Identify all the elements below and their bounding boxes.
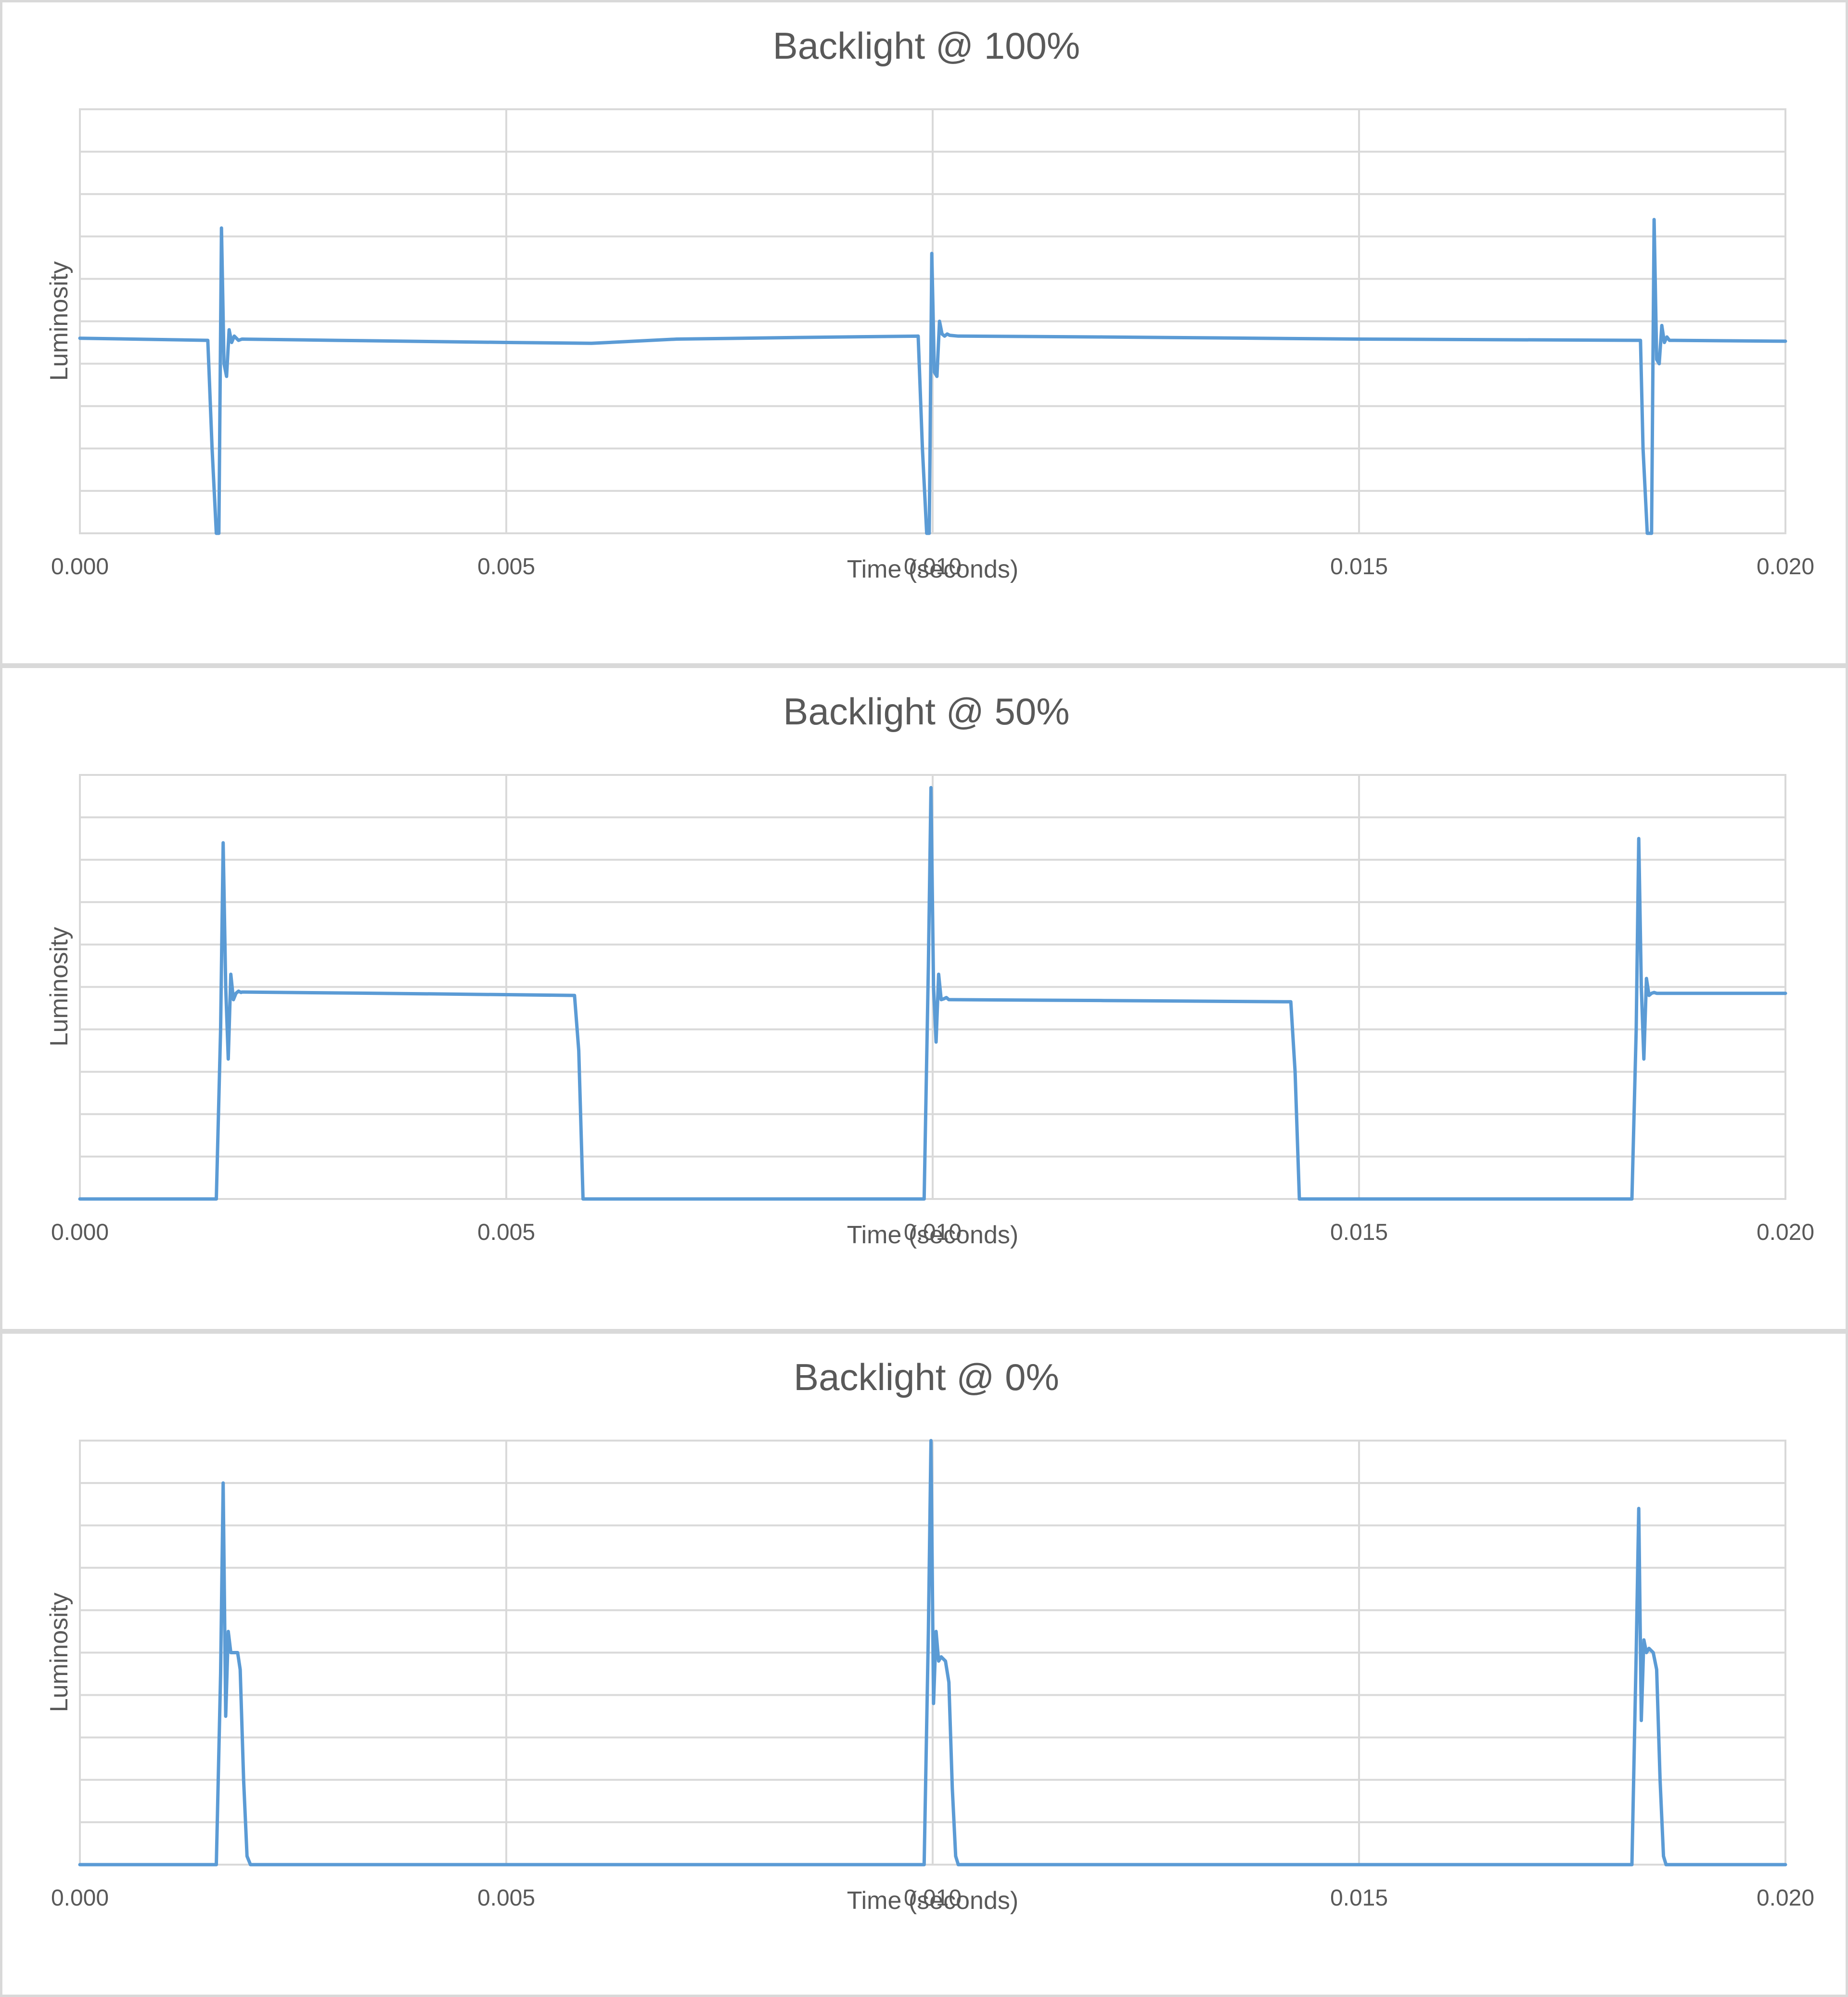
x-tick-label: 0.020 [1757,1220,1814,1245]
chart-svg: 0.000 0.005 0.010 0.015 0.020 Backlight @ 0% T… [45,1356,1814,1915]
y-axis-title: Luminosity [45,1593,73,1713]
chart-title: Backlight @ 50% [783,690,1069,733]
y-axis-title: Luminosity [45,261,73,381]
x-tick-label: 0.010 [904,554,962,580]
x-tick-label: 0.015 [1330,554,1388,580]
x-tick-label: 0.000 [51,1220,109,1245]
x-tick-label: 0.000 [51,554,109,580]
chart-panel: 0.000 0.005 0.010 0.015 0.020 Backlight @ 100… [0,0,1848,666]
x-tick-label: 0.015 [1330,1220,1388,1245]
x-axis-title: Time (seconds) [847,555,1018,583]
chart-title: Backlight @ 100% [773,25,1080,67]
x-axis-title: Time (seconds) [847,1221,1018,1249]
x-tick-label: 0.010 [904,1220,962,1245]
x-tick-label: 0.010 [904,1885,962,1911]
x-tick-label: 0.005 [477,1885,535,1911]
y-axis-title: Luminosity [45,927,73,1047]
x-tick-label: 0.005 [477,1220,535,1245]
x-tick-label: 0.020 [1757,554,1814,580]
chart-svg: 0.000 0.005 0.010 0.015 0.020 Backlight @ 100… [45,25,1814,583]
chart-panel: 0.000 0.005 0.010 0.015 0.020 Backlight @ 0% T… [0,1331,1848,1997]
x-axis-title: Time (seconds) [847,1887,1018,1915]
chart-svg: 0.000 0.005 0.010 0.015 0.020 Backlight @ 50%… [45,690,1814,1249]
series-line [78,218,1787,535]
x-tick-label: 0.000 [51,1885,109,1911]
x-tick-label: 0.015 [1330,1885,1388,1911]
series-line [78,1439,1787,1867]
chart-panel: 0.000 0.005 0.010 0.015 0.020 Backlight @ 50%… [0,666,1848,1331]
series-line [78,786,1787,1201]
x-tick-label: 0.005 [477,554,535,580]
x-tick-label: 0.020 [1757,1885,1814,1911]
chart-title: Backlight @ 0% [794,1356,1059,1398]
